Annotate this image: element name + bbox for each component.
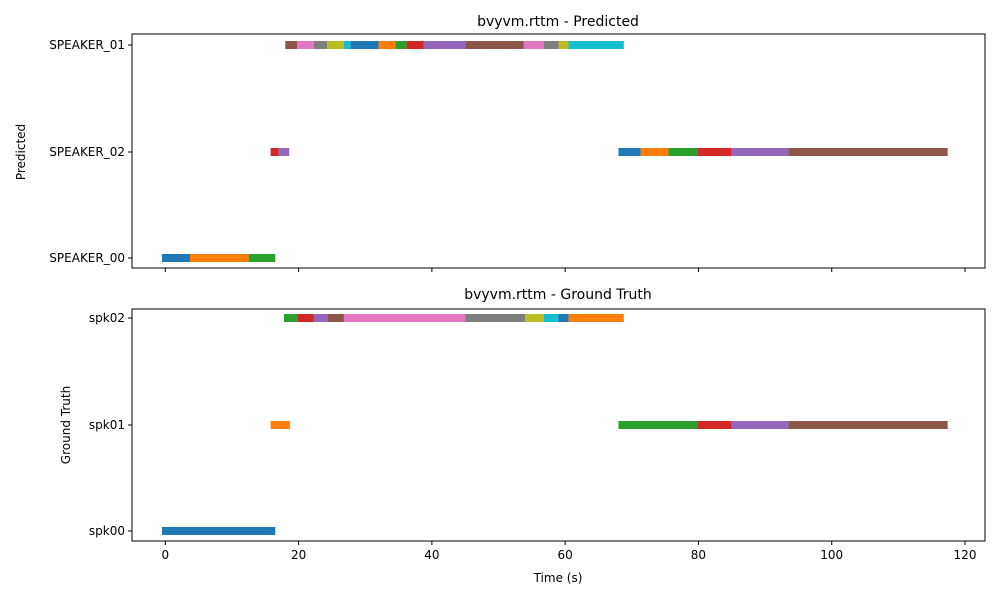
- ground-truth-y-tick-label: spk00: [89, 524, 125, 538]
- predicted-y-ticks: SPEAKER_00 SPEAKER_02 SPEAKER_01: [49, 38, 132, 265]
- ground-truth-x-tick-label: 100: [820, 548, 843, 562]
- ground-truth-segment-bar: [313, 314, 328, 322]
- predicted-segment-bar: [248, 254, 276, 262]
- predicted-segment-bar: [788, 148, 948, 156]
- predicted-segment-bar: [161, 254, 190, 262]
- predicted-panel: bvyvm.rttm - Predicted Predicted SPEAKER…: [14, 14, 986, 272]
- predicted-segment-bar: [285, 41, 298, 49]
- predicted-y-tick-label: SPEAKER_02: [49, 145, 125, 159]
- ground-truth-segment-bar: [788, 421, 948, 429]
- predicted-segment-bar: [465, 41, 524, 49]
- predicted-segment-bar: [523, 41, 544, 49]
- ground-truth-chart-title: bvyvm.rttm - Ground Truth: [464, 287, 652, 303]
- predicted-segment-bar: [558, 41, 569, 49]
- predicted-x-ticks: [164, 268, 966, 272]
- predicted-segment-bar: [278, 148, 290, 156]
- x-axis-label: Time (s): [533, 571, 583, 585]
- ground-truth-segment-bar: [283, 314, 298, 322]
- ground-truth-x-tick-label: 60: [558, 548, 573, 562]
- predicted-segment-bar: [640, 148, 669, 156]
- predicted-segment-bar: [270, 148, 279, 156]
- predicted-segment-bar: [423, 41, 466, 49]
- predicted-segment-bar: [406, 41, 424, 49]
- ground-truth-y-ticks: spk00 spk01 spk02: [89, 311, 132, 538]
- predicted-y-axis-label: Predicted: [14, 124, 28, 180]
- ground-truth-segment-bar: [327, 314, 344, 322]
- ground-truth-x-tick-label: 20: [291, 548, 306, 562]
- ground-truth-plot-frame: [131, 308, 986, 542]
- predicted-segment-bar: [343, 41, 351, 49]
- ground-truth-segments: [161, 314, 948, 535]
- predicted-plot-frame: [131, 33, 986, 269]
- predicted-segment-bar: [568, 41, 624, 49]
- predicted-segment-bar: [327, 41, 344, 49]
- predicted-segment-bar: [350, 41, 379, 49]
- ground-truth-y-axis-label: Ground Truth: [59, 386, 73, 464]
- ground-truth-segment-bar: [161, 527, 276, 535]
- ground-truth-x-tick-label: 80: [691, 548, 706, 562]
- predicted-segment-bar: [313, 41, 328, 49]
- ground-truth-segment-bar: [568, 314, 624, 322]
- ground-truth-segment-bar: [297, 314, 314, 322]
- predicted-segment-bar: [189, 254, 249, 262]
- ground-truth-segment-bar: [697, 421, 732, 429]
- ground-truth-x-ticks: 0 20 40 60 80 100 120: [162, 541, 977, 562]
- predicted-segment-bar: [668, 148, 698, 156]
- ground-truth-segment-bar: [558, 314, 569, 322]
- predicted-segment-bar: [618, 148, 641, 156]
- predicted-segments: [161, 41, 948, 262]
- ground-truth-segment-bar: [731, 421, 789, 429]
- ground-truth-segment-bar: [465, 314, 526, 322]
- ground-truth-y-tick-label: spk01: [89, 418, 125, 432]
- ground-truth-segment-bar: [525, 314, 544, 322]
- predicted-segment-bar: [395, 41, 407, 49]
- ground-truth-panel: bvyvm.rttm - Ground Truth Ground Truth s…: [59, 287, 986, 585]
- ground-truth-segment-bar: [270, 421, 290, 429]
- ground-truth-x-tick-label: 120: [954, 548, 977, 562]
- predicted-chart-title: bvyvm.rttm - Predicted: [477, 14, 639, 30]
- predicted-segment-bar: [731, 148, 789, 156]
- predicted-segment-bar: [297, 41, 314, 49]
- predicted-segment-bar: [697, 148, 732, 156]
- ground-truth-x-tick-label: 40: [424, 548, 439, 562]
- ground-truth-y-tick-label: spk02: [89, 311, 125, 325]
- predicted-y-tick-label: SPEAKER_00: [49, 251, 125, 265]
- predicted-segment-bar: [378, 41, 396, 49]
- predicted-segment-bar: [543, 41, 559, 49]
- ground-truth-segment-bar: [343, 314, 466, 322]
- ground-truth-x-tick-label: 0: [162, 548, 170, 562]
- predicted-y-tick-label: SPEAKER_01: [49, 38, 125, 52]
- ground-truth-segment-bar: [543, 314, 559, 322]
- ground-truth-segment-bar: [618, 421, 698, 429]
